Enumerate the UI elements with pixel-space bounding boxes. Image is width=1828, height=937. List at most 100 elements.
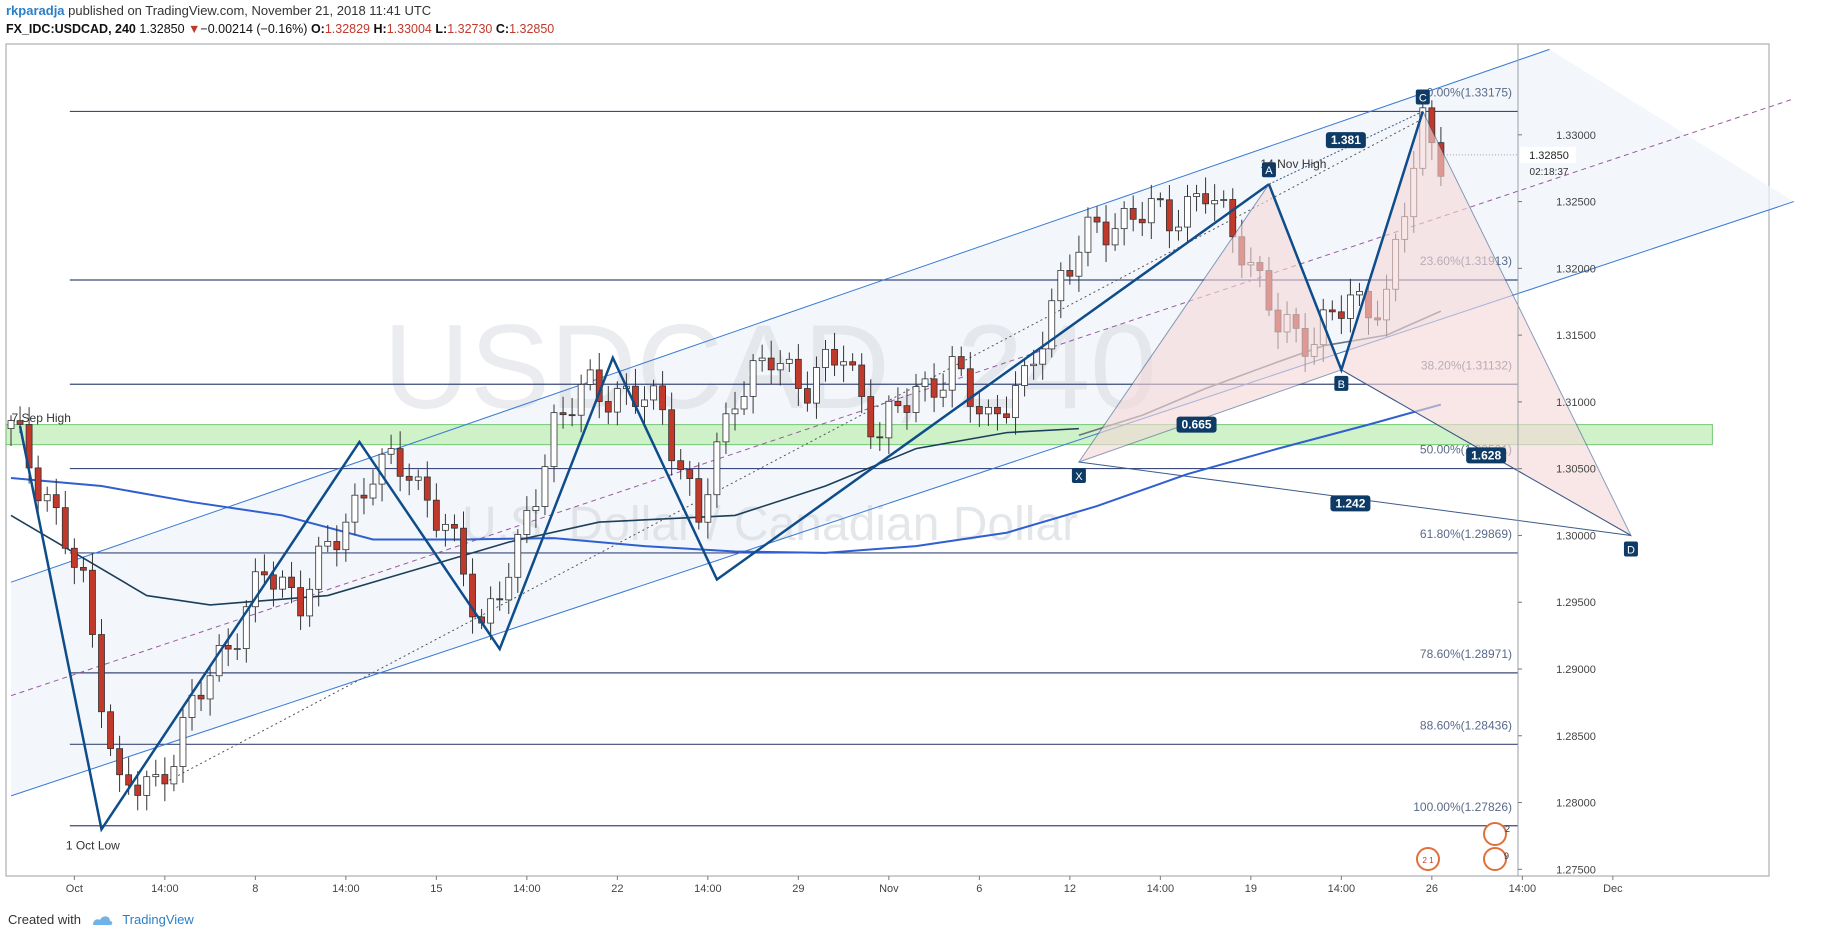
author-link[interactable]: rkparadja (6, 3, 65, 18)
tradingview-link[interactable]: TradingView (122, 912, 194, 927)
candle-body (686, 469, 694, 480)
y-tick-label: 1.27500 (1556, 864, 1596, 876)
candle-body (939, 389, 947, 398)
candle-body (948, 356, 956, 391)
candle-body (224, 645, 232, 650)
low-label: L: (435, 22, 448, 36)
event-flag-ca-1[interactable]: 9 (1483, 847, 1509, 871)
candle-body (1012, 385, 1019, 418)
ratio-badge (1325, 132, 1366, 149)
candle-body (840, 361, 847, 366)
candle-body (1129, 208, 1137, 220)
candle-body (34, 467, 42, 502)
x-tick-label: 12 (1064, 883, 1076, 895)
point-badge-C (1415, 89, 1430, 105)
candle-body (70, 547, 78, 568)
candle-body (659, 385, 666, 411)
candle-body (1202, 193, 1209, 205)
open-value: 1.32829 (324, 22, 371, 36)
close-label: C: (495, 22, 510, 36)
candle-body (369, 483, 377, 499)
candle-body (985, 406, 992, 415)
candle-body (170, 766, 178, 785)
candle-body (1184, 196, 1191, 228)
bar-countdown: 02:18:37 (1530, 167, 1569, 178)
candle-body (1229, 199, 1237, 238)
candle-body (414, 476, 422, 481)
y-tick-label: 1.32500 (1556, 197, 1596, 209)
svg-text:9: 9 (1504, 851, 1509, 861)
x-tick-label: 19 (1245, 883, 1257, 895)
high-value: 1.33004 (386, 22, 432, 36)
candle-body (116, 748, 123, 776)
candle-body (297, 587, 305, 617)
y-tick-label: 1.32000 (1556, 263, 1596, 275)
ratio-label: 1.381 (1331, 133, 1361, 147)
point-label-C: C (1419, 92, 1427, 104)
candle-body (641, 399, 648, 407)
candle-body (722, 413, 730, 443)
event-flag-us-2[interactable]: 2 (1483, 822, 1510, 846)
candle-body (460, 527, 467, 575)
moving-average-2 (10, 427, 1079, 606)
candle-body (957, 356, 965, 370)
fib-label-4: 61.80%(1.29869) (1420, 527, 1512, 541)
candle-body (152, 774, 160, 778)
chart-pane-border (5, 43, 1770, 877)
x-tick-label: 14:00 (151, 883, 179, 895)
point-label-X: X (1075, 471, 1083, 483)
candle-body (1075, 251, 1083, 277)
candle-body (1220, 199, 1228, 201)
candle-body (61, 507, 69, 549)
candle-body (451, 523, 458, 529)
candle-body (351, 494, 359, 523)
y-tick-label: 1.28000 (1556, 798, 1596, 810)
x-tick-label: 8 (252, 883, 258, 895)
candle-body (43, 494, 51, 502)
y-tick-label: 1.29000 (1556, 664, 1596, 676)
candle-body (532, 506, 540, 511)
candle-body (333, 541, 341, 551)
svg-text:2 1: 2 1 (1422, 856, 1434, 865)
candle-body (134, 784, 142, 796)
y-tick-label: 1.30500 (1556, 464, 1596, 476)
candle-body (16, 420, 24, 425)
candle-body (260, 571, 268, 576)
candle-body (1048, 300, 1056, 350)
candle-body (677, 460, 685, 471)
ratio-label: 0.665 (1182, 418, 1212, 432)
candle-body (785, 358, 793, 364)
publish-info: rkparadja published on TradingView.com, … (6, 3, 431, 19)
x-tick-label: 14:00 (1509, 883, 1537, 895)
event-flag-us-1[interactable]: 2 1 (1416, 847, 1440, 871)
candle-body (469, 573, 476, 618)
candle-body (179, 717, 187, 767)
candle-body (740, 395, 748, 410)
fib-label-6: 88.60%(1.28436) (1420, 718, 1512, 732)
ratio-label: 1.242 (1335, 496, 1365, 510)
candle-body (912, 386, 920, 413)
candle-body (1039, 348, 1047, 365)
candle-body (1021, 365, 1028, 386)
candle-body (613, 388, 621, 413)
tradingview-logo-icon (92, 916, 112, 926)
candle-body (604, 401, 612, 413)
x-tick-label: 15 (430, 883, 442, 895)
candle-body (143, 776, 151, 796)
symbol-name: FX_IDC:USDCAD, 240 (6, 22, 136, 36)
zigzag-pattern-line (18, 183, 1270, 833)
candle-body (650, 385, 657, 401)
price-change: −0.00214 (−0.16%) (200, 22, 308, 36)
candle-body (1084, 216, 1092, 253)
annotation-2: 14 Nov High (1260, 157, 1326, 171)
candle-body (568, 414, 576, 417)
channel-upper-line (10, 48, 1550, 583)
candle-body (432, 499, 440, 531)
channel-median-line (10, 98, 1795, 697)
candle-body (1030, 363, 1038, 367)
candle-body (1147, 198, 1155, 224)
candle-body (1211, 200, 1219, 205)
candle-body (387, 448, 395, 455)
candle-body (315, 545, 323, 590)
